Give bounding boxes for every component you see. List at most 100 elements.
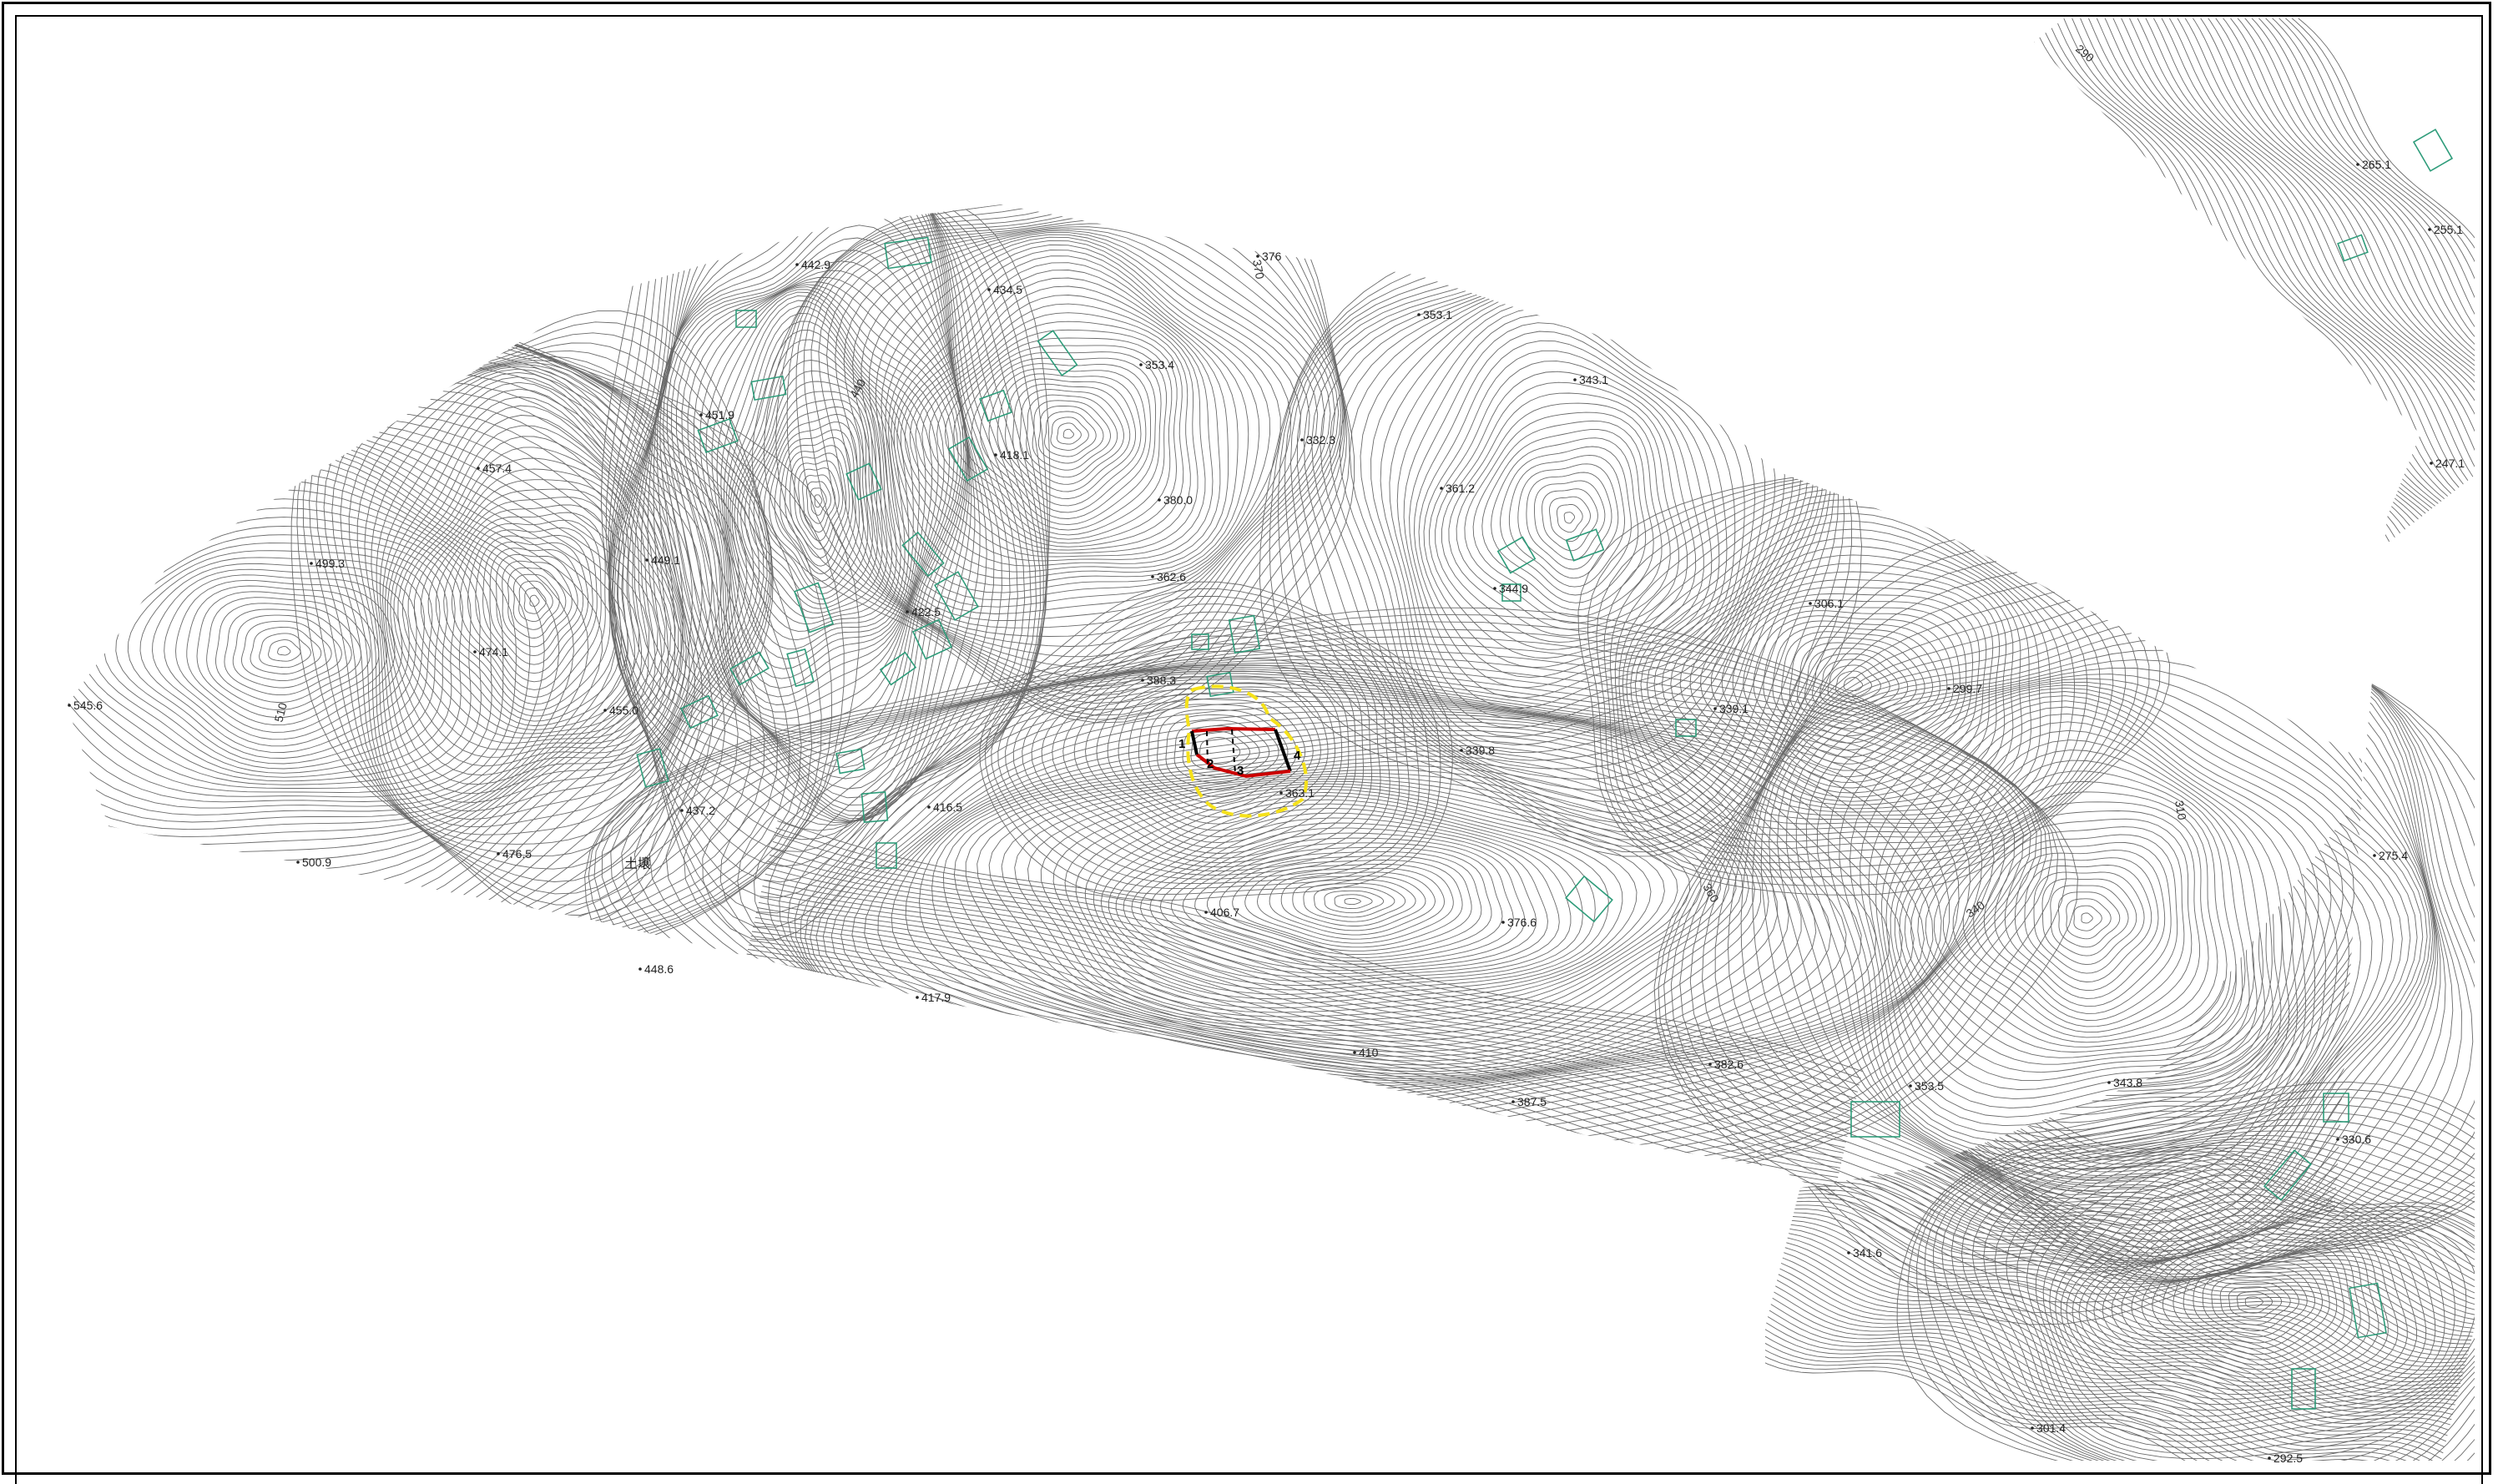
spot-elevation-label: 343.1 (1579, 373, 1608, 386)
contour-line (519, 581, 553, 621)
contour-line (1038, 406, 1103, 464)
contour-line (1963, 819, 2192, 1027)
building-footprint (2338, 235, 2368, 261)
contour-line (242, 621, 332, 680)
contour-line (1880, 161, 2271, 633)
contour-line (768, 674, 1959, 1134)
contour-line (865, 722, 1816, 1078)
contour-line (2142, 0, 2498, 436)
spot-elevation-label: 416.5 (933, 800, 962, 814)
building-footprint (1566, 876, 1612, 921)
spot-elevation-point (2373, 854, 2376, 857)
contour-line (2067, 900, 2210, 1032)
spot-elevation-label: 301.4 (2036, 1421, 2066, 1435)
contour-line (1041, 781, 1689, 1021)
contour-line (1419, 341, 1719, 677)
spot-elevation-point (1847, 1251, 1850, 1254)
spot-elevation-point (2336, 1138, 2339, 1141)
contour-line (754, 922, 1839, 1173)
contour-line (1085, 792, 1637, 1003)
spot-elevation-point (2356, 163, 2359, 166)
contour-line (1671, 558, 2479, 1264)
building-footprint (881, 653, 916, 685)
contour-line (1380, 297, 1775, 737)
parcel-vertex-2: 2 (1207, 757, 1214, 771)
spot-elevation-point (680, 809, 684, 812)
contour-line (1076, 790, 1651, 1008)
spot-elevation-point (473, 650, 477, 654)
contour-line (1973, 89, 2335, 583)
spot-elevation-point (1256, 255, 1259, 258)
spot-elevation-point (1511, 1100, 1515, 1103)
contour-line (1956, 103, 2316, 598)
contour-line (2104, 929, 2175, 992)
spot-elevation-point (916, 996, 919, 999)
contour-line (1989, 77, 2365, 561)
spot-elevation-point (1909, 1084, 1912, 1088)
spot-elevation-point (1139, 363, 1143, 366)
spot-elevation-label: 442.9 (801, 258, 830, 271)
spot-elevation-label: 353.5 (1915, 1079, 1944, 1093)
spot-elevation-point (603, 709, 607, 712)
contour-line (1937, 751, 2361, 1147)
contour-line (1345, 898, 1360, 904)
spot-elevation-label: 299.7 (1953, 682, 1982, 695)
contour-line (1269, 872, 1435, 935)
contour-line (1259, 169, 1861, 856)
building-footprint (2414, 129, 2452, 171)
contour-line (1703, 578, 2440, 1259)
contour-line (1304, 884, 1405, 922)
spot-elevation-point (1573, 378, 1577, 381)
spot-elevation-point (1417, 313, 1421, 316)
contour-line (21, 452, 559, 823)
contour-line (1269, 179, 1851, 851)
spot-elevation-point (1353, 1051, 1356, 1054)
contour-value-label: 310 (2173, 800, 2189, 821)
contour-line (922, 313, 1191, 550)
contour-line (2120, 0, 2484, 468)
spot-elevation-point (1493, 587, 1496, 590)
contour-line (5, 437, 602, 844)
contour-line (1885, 157, 2274, 630)
contour-line (1921, 129, 2294, 616)
contour-line (980, 582, 1453, 901)
spot-elevation-point (1708, 1063, 1712, 1066)
contour-line (12, 441, 588, 837)
contour-line (0, 389, 684, 947)
contour-line (601, 78, 1050, 940)
contour-line (1964, 804, 2289, 1095)
place-label: 土壌 (624, 856, 651, 871)
contour-line (2112, 0, 2473, 477)
contour-line (376, 377, 712, 803)
spot-elevation-point (1158, 498, 1161, 502)
spot-elevation-point (477, 467, 480, 470)
contour-line (1950, 107, 2312, 603)
contour-line (2067, 899, 2111, 939)
contour-line (962, 352, 1161, 530)
contour-line (2082, 4, 2448, 496)
contour-line (1969, 92, 2330, 588)
contour-line (2153, 0, 2498, 422)
spot-elevation-point (906, 610, 909, 613)
spot-elevation-label: 417.9 (921, 991, 951, 1004)
contour-line (1992, 74, 2371, 556)
contour-line (25, 457, 545, 815)
contour-line (1980, 83, 2347, 574)
contour-line (1132, 818, 1559, 977)
contour-line (1940, 115, 2304, 608)
contour-line (2074, 906, 2102, 931)
spot-elevation-label: 418.1 (1000, 448, 1029, 462)
spot-elevation-label: 353.1 (1423, 308, 1452, 321)
contour-line (2064, 18, 2438, 503)
contour-line (1799, 665, 2446, 1275)
contour-line (278, 647, 290, 655)
contour-line (297, 322, 773, 916)
contour-line (2157, 0, 2498, 418)
spot-elevation-label: 406.7 (1210, 906, 1239, 919)
spot-elevation-label: 275.4 (2379, 849, 2408, 862)
contour-line (0, 405, 679, 932)
contour-line (2010, 61, 2400, 533)
spot-elevation-label: 339.1 (1719, 702, 1749, 715)
spot-elevation-point (987, 288, 991, 291)
